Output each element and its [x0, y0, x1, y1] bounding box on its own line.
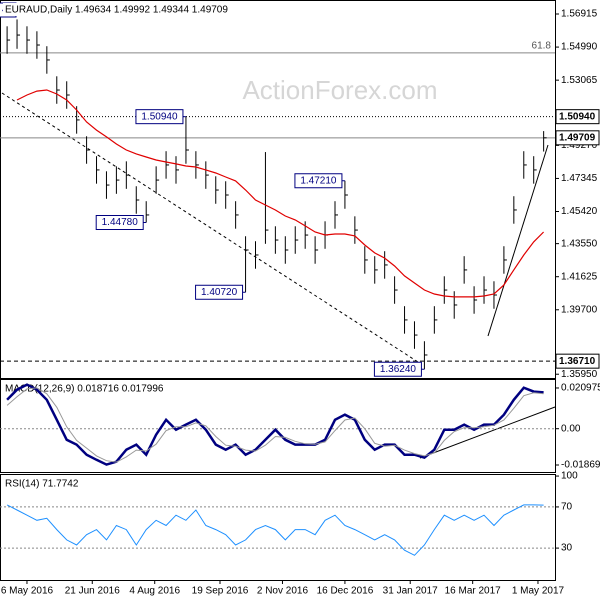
- panel-frame: [0, 0, 556, 379]
- x-tick-label: 21 Jun 2016: [65, 586, 120, 597]
- panel-title: MACD(12,26,9) 0.018716 0.017996: [5, 384, 164, 395]
- panel-title: RSI(14) 71.7742: [5, 479, 79, 490]
- y-tick-label: 1.43550: [561, 238, 598, 249]
- trend-line: [487, 144, 549, 337]
- level-label: 1.36710: [559, 356, 596, 367]
- y-tick-label: 30: [561, 543, 573, 554]
- x-tick-label: 6 May 2016: [1, 586, 54, 597]
- y-tick-label: 0.020975: [561, 383, 600, 394]
- y-tick-label: 1.45420: [561, 206, 598, 217]
- trend-line: [419, 406, 556, 459]
- level-label: 61.8: [532, 41, 552, 52]
- trend-line: [1, 92, 419, 363]
- indicator-line: [16, 89, 545, 298]
- watermark: ActionForex.com: [242, 75, 437, 105]
- panel-frame: [0, 379, 556, 473]
- panel-title: EURAUD,Daily 1.49634 1.49992 1.49344 1.4…: [5, 5, 228, 16]
- y-tick-label: 1.56915: [561, 9, 598, 20]
- x-tick-label: 1 May 2017: [512, 586, 565, 597]
- x-tick-label: 16 Dec 2016: [317, 586, 374, 597]
- indicator-line: [6, 383, 544, 466]
- annotation-box: [95, 215, 144, 231]
- indicator-line: [6, 504, 544, 556]
- annotation-label: 1.47210: [300, 175, 337, 186]
- title-bg: [3, 3, 238, 16]
- y-tick-label: 100: [561, 471, 578, 482]
- indicator-line: [6, 387, 544, 463]
- x-tick-label: 16 Mar 2017: [445, 586, 502, 597]
- y-tick-label: -0.018693: [561, 460, 600, 471]
- level-label: 1.49709: [559, 132, 596, 143]
- x-tick-label: 19 Sep 2016: [192, 586, 249, 597]
- level-label: 1.50940: [559, 111, 596, 122]
- level-box: [555, 109, 600, 125]
- x-tick-label: 4 Aug 2016: [129, 586, 180, 597]
- y-tick-label: 1.39700: [561, 304, 598, 315]
- annotation-box: [135, 109, 184, 125]
- y-tick-label: 1.49270: [561, 140, 598, 151]
- panel-frame: [0, 474, 556, 581]
- y-tick-label: 1.35950: [561, 369, 598, 380]
- x-tick-label: 31 Jan 2017: [383, 586, 438, 597]
- annotation-label: 1.44780: [102, 217, 139, 228]
- annotation-label: 1.50940: [141, 111, 178, 122]
- annotation-box: [294, 173, 343, 189]
- annotation-label: 1.36240: [380, 364, 417, 375]
- y-tick-label: 0.00: [561, 423, 581, 434]
- y-tick-label: 1.53065: [561, 75, 598, 86]
- y-tick-label: 70: [561, 502, 573, 513]
- annotation-label: 1.40720: [201, 287, 238, 298]
- y-tick-label: 1.47345: [561, 173, 598, 184]
- annotation-box: [195, 284, 244, 300]
- level-box: [555, 353, 600, 369]
- y-tick-label: 1.41625: [561, 271, 598, 282]
- annotation-box: [373, 361, 422, 377]
- y-tick-label: 1.54990: [561, 42, 598, 53]
- x-tick-label: 2 Nov 2016: [257, 586, 309, 597]
- level-box: [555, 130, 600, 146]
